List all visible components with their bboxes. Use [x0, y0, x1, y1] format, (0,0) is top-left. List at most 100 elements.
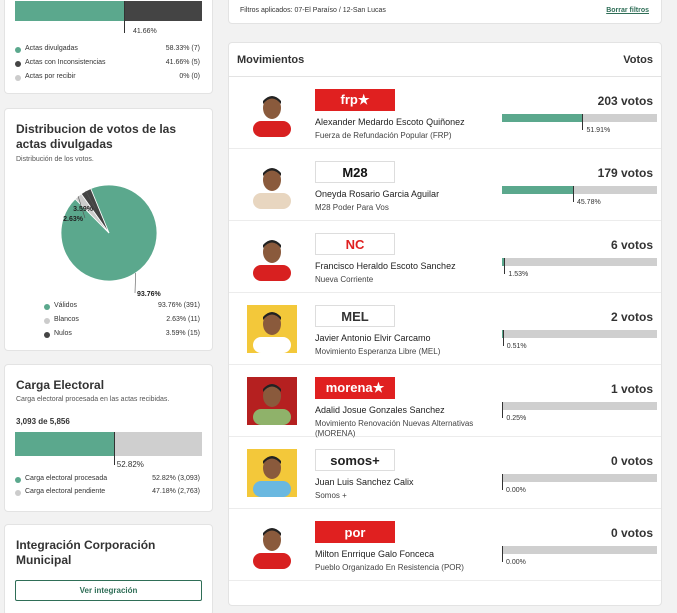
candidate-row[interactable]: morena★ Adalid Josue Gonzales Sanchez Mo…: [229, 365, 661, 438]
legend-dot-icon: [15, 47, 21, 53]
legend-dot-icon: [15, 75, 21, 81]
candidate-pct: 1.53%: [508, 271, 529, 278]
candidate-vote-bar-tick: [502, 402, 504, 418]
actas-legend-value: 0% (0): [179, 73, 200, 80]
legend-dot-icon: [15, 490, 21, 496]
distribucion-legend-row: Blancos 2.63% (11): [44, 315, 200, 329]
candidate-name: Javier Antonio Elvir Carcamo: [315, 333, 431, 343]
carga-legend-label: Carga electoral pendiente: [25, 488, 106, 495]
actas-bar: [15, 1, 202, 33]
candidate-vote-bar: [502, 474, 657, 490]
legend-dot-icon: [44, 318, 50, 324]
legend-dot-icon: [44, 304, 50, 310]
actas-legend-value: 58.33% (7): [165, 45, 200, 52]
candidate-list: frp★ Alexander Medardo Escoto Quiñonez F…: [229, 77, 661, 597]
candidate-row[interactable]: NC Francisco Heraldo Escoto Sanchez Nuev…: [229, 221, 661, 293]
candidate-pct: 45.78%: [576, 199, 601, 206]
party-logo: MEL: [315, 305, 395, 327]
candidate-name: Milton Enrrique Galo Fonceca: [315, 549, 435, 559]
candidate-votes: 0 votos: [610, 454, 653, 468]
party-logo-text: MEL: [341, 308, 369, 324]
candidate-votes: 179 votos: [597, 166, 653, 180]
candidate-votes: 1 votos: [610, 382, 653, 396]
candidate-votes: 0 votos: [610, 526, 653, 540]
candidate-vote-bar-fill: [502, 114, 583, 122]
distribucion-subtitle: Distribución de los votos.: [16, 156, 94, 163]
legend-dot-icon: [44, 332, 50, 338]
candidate-party: Movimiento Renovación Nuevas Alternativa…: [315, 419, 474, 438]
pie-label-blancos: 2.63%: [63, 216, 84, 223]
votos-header: Votos: [623, 54, 653, 66]
candidate-row[interactable]: MEL Javier Antonio Elvir Carcamo Movimie…: [229, 293, 661, 365]
filtros-text: Filtros aplicados: 07-El Paraíso / 12-Sa…: [240, 7, 386, 14]
candidate-avatar-icon: [253, 312, 291, 353]
actas-legend-row: Actas por recibir 0% (0): [15, 72, 200, 86]
candidate-party: Somos +: [315, 491, 347, 500]
candidate-party: Movimiento Esperanza Libre (MEL): [315, 347, 441, 356]
candidate-votes: 2 votos: [610, 310, 653, 324]
candidate-vote-bar: [502, 546, 657, 562]
distribucion-card: Distribucion de votos de las actas divul…: [4, 108, 213, 351]
distribution-pie-chart: 93.76% 2.63% 3.59%: [60, 184, 162, 298]
actas-legend-label: Actas por recibir: [25, 73, 76, 80]
party-logo-text: frp★: [340, 92, 370, 107]
actas-legend-label: Actas divulgadas: [25, 45, 78, 52]
candidate-photo: [247, 305, 297, 353]
candidate-vote-bar: [502, 402, 657, 418]
candidate-avatar-icon: [253, 96, 291, 137]
candidate-name: Juan Luis Sanchez Calix: [315, 477, 414, 487]
actas-legend: Actas divulgadas 58.33% (7) Actas con Inco…: [15, 44, 200, 89]
distribucion-legend-value: 2.63% (11): [166, 316, 200, 323]
candidate-row[interactable]: frp★ Alexander Medardo Escoto Quiñonez F…: [229, 77, 661, 149]
candidate-name: Alexander Medardo Escoto Quiñonez: [315, 117, 465, 127]
carga-legend-row: Carga electoral pendiente 47.18% (2,763): [15, 487, 200, 501]
candidate-pct: 0.00%: [506, 559, 526, 566]
legend-dot-icon: [15, 61, 21, 67]
candidate-photo: [247, 521, 297, 569]
candidate-photo: [247, 377, 297, 425]
movimientos-card: Movimientos Votos frp★ Alexander Medardo…: [228, 42, 662, 606]
actas-card: 41.66% Actas divulgadas 58.33% (7) Actas c…: [4, 0, 213, 94]
pie-label-leader: [77, 196, 86, 219]
movimientos-divider: [229, 76, 661, 77]
carga-subtitle: Carga electoral procesada en las actas r…: [16, 396, 170, 403]
carga-bar: [15, 432, 202, 465]
actas-legend-value: 41.66% (5): [165, 59, 200, 66]
party-logo-text: M28: [342, 164, 368, 180]
carga-legend: Carga electoral procesada 52.82% (3,093) C…: [15, 474, 200, 504]
distribucion-legend-label: Nulos: [54, 330, 72, 337]
candidate-name: Adalid Josue Gonzales Sanchez: [315, 405, 445, 415]
candidate-pct: 0.00%: [506, 487, 526, 494]
candidate-vote-bar-fill: [502, 186, 573, 194]
candidate-vote-bar: [502, 258, 657, 274]
distribucion-legend-label: Válidos: [54, 302, 77, 309]
actas-bar-tick: [124, 1, 126, 33]
candidate-pct: 0.51%: [506, 343, 527, 350]
movimientos-title: Movimientos: [237, 54, 305, 66]
candidate-vote-bar: [502, 186, 657, 202]
party-logo: M28: [315, 161, 395, 183]
candidate-row[interactable]: somos+ Juan Luis Sanchez Calix Somos + 0…: [229, 437, 661, 509]
carga-title: Carga Electoral: [16, 378, 105, 392]
carga-bar-fill: [15, 432, 114, 456]
party-logo-text: NC: [345, 236, 365, 252]
candidate-party: Nueva Corriente: [315, 275, 374, 284]
candidate-vote-bar: [502, 114, 657, 130]
candidate-name: Francisco Heraldo Escoto Sanchez: [315, 261, 456, 271]
candidate-pct: 51.91%: [586, 127, 611, 134]
candidate-row[interactable]: M28 Oneyda Rosario Garcia Aguilar M28 Po…: [229, 149, 661, 221]
actas-pct-label: 41.66%: [133, 28, 157, 35]
candidate-party: Fuerza de Refundación Popular (FRP): [315, 131, 452, 140]
integracion-title: Integración Corporación Municipal: [16, 538, 156, 567]
ver-integracion-button[interactable]: Ver integración: [15, 580, 202, 601]
carga-legend-value: 47.18% (2,763): [152, 488, 200, 495]
borrar-filtros-link[interactable]: Borrar filtros: [606, 7, 649, 14]
pie-label-leader: [134, 272, 136, 294]
party-logo: somos+: [315, 449, 395, 471]
candidate-photo: [247, 233, 297, 281]
candidate-avatar-icon: [253, 384, 291, 425]
candidate-row[interactable]: por Milton Enrrique Galo Fonceca Pueblo …: [229, 509, 661, 581]
candidate-party: Pueblo Organizado En Resistencia (POR): [315, 563, 464, 572]
candidate-vote-bar-tick: [502, 474, 503, 490]
carga-legend-label: Carga electoral procesada: [25, 475, 108, 482]
